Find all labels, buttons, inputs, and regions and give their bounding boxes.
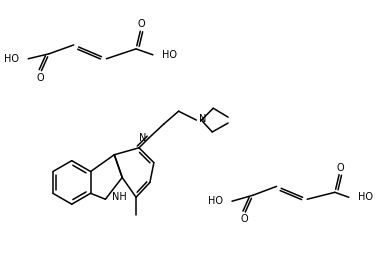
Text: NH: NH	[112, 192, 127, 202]
Text: N: N	[139, 133, 146, 143]
Text: O: O	[240, 214, 248, 224]
Text: HO: HO	[208, 196, 223, 206]
Text: HO: HO	[358, 192, 373, 202]
Text: HO: HO	[4, 54, 19, 64]
Text: O: O	[36, 73, 44, 83]
Text: HO: HO	[162, 50, 177, 60]
Text: N: N	[199, 114, 207, 124]
Text: O: O	[137, 19, 145, 29]
Text: O: O	[336, 163, 344, 172]
